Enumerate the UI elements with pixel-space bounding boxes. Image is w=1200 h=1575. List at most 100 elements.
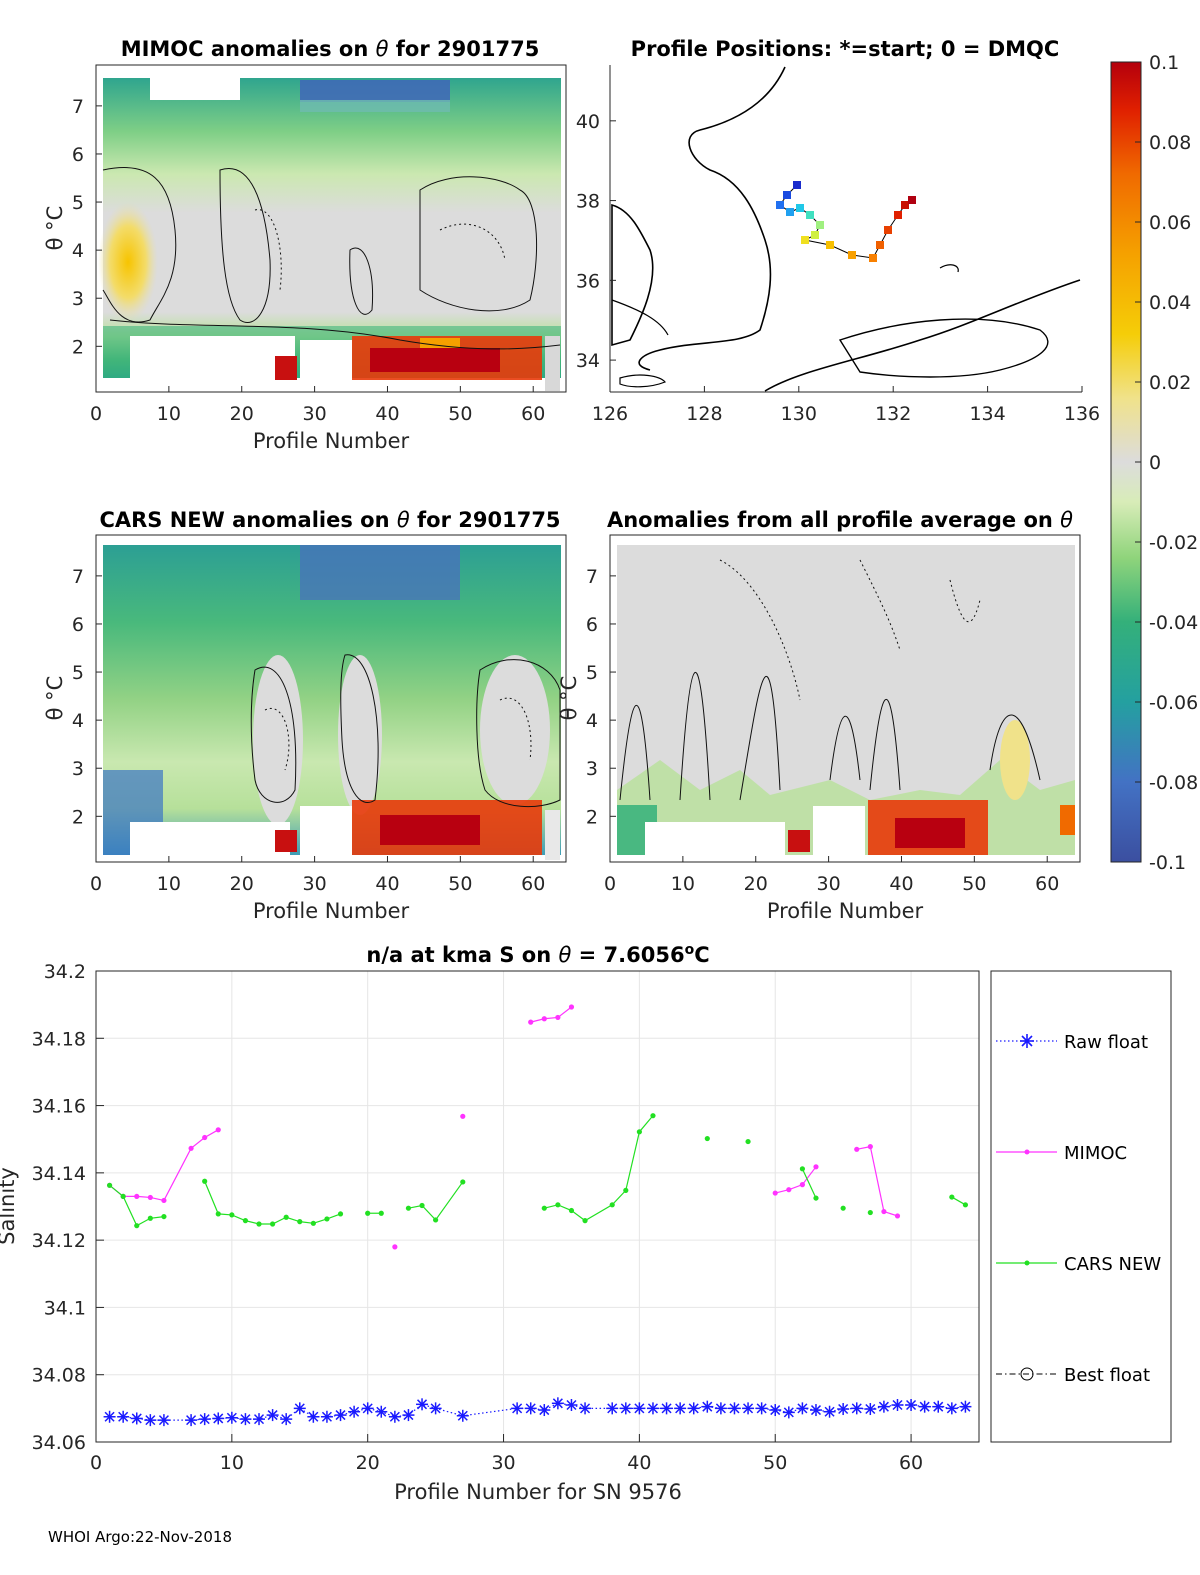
data-point-raw-float bbox=[348, 1405, 361, 1418]
legend-raw-marker bbox=[1020, 1034, 1034, 1048]
salinity-x-tick: 20 bbox=[356, 1452, 380, 1474]
cars-x-label: Profile Number bbox=[253, 899, 410, 923]
map-float-track bbox=[776, 181, 916, 262]
avg-x-tick: 20 bbox=[744, 873, 768, 895]
map-x-tick: 136 bbox=[1064, 403, 1100, 425]
data-point-cars-new bbox=[378, 1210, 384, 1216]
data-point-raw-float bbox=[850, 1402, 863, 1415]
data-point-cars-new bbox=[568, 1207, 575, 1214]
data-point-mimoc bbox=[568, 1004, 575, 1010]
salinity-x-tick: 30 bbox=[491, 1452, 515, 1474]
data-point-raw-float bbox=[334, 1409, 347, 1422]
mimoc-panel-title: MIMOC anomalies on θ for 2901775 bbox=[121, 37, 540, 61]
data-point-raw-float bbox=[402, 1409, 415, 1422]
data-point-raw-float bbox=[782, 1406, 795, 1419]
avg-y-tick: 7 bbox=[586, 566, 598, 588]
map-x-tick: 128 bbox=[686, 403, 722, 425]
data-point-raw-float bbox=[185, 1414, 198, 1427]
mimoc-x-ticks: 0 10 20 30 40 50 60 bbox=[90, 386, 545, 425]
data-point-cars-new bbox=[310, 1220, 316, 1226]
colorbar-tick: -0.08 bbox=[1149, 772, 1198, 794]
data-point-mimoc bbox=[772, 1190, 778, 1196]
footer-credit: WHOI Argo:22-Nov-2018 bbox=[48, 1528, 232, 1546]
data-point-raw-float bbox=[157, 1414, 170, 1427]
data-point-mimoc bbox=[215, 1127, 221, 1133]
data-point-raw-float bbox=[619, 1402, 632, 1415]
cars-panel: CARS NEW anomalies on θ for 2901775 0 10 2… bbox=[43, 508, 567, 923]
data-point-cars-new bbox=[270, 1221, 276, 1227]
data-point-raw-float bbox=[633, 1402, 646, 1415]
data-point-cars-new bbox=[460, 1179, 466, 1185]
data-point-raw-float bbox=[674, 1402, 687, 1415]
series-line-cars-new bbox=[408, 1181, 464, 1221]
data-point-raw-float bbox=[905, 1398, 918, 1411]
salinity-y-tick: 34.06 bbox=[32, 1432, 86, 1454]
cars-y-tick: 2 bbox=[72, 806, 84, 828]
avg-panel-title: Anomalies from all profile average on θ bbox=[607, 508, 1073, 532]
series-cars-new bbox=[106, 1113, 969, 1229]
mimoc-axes-box bbox=[95, 64, 567, 393]
series-line-raw-float bbox=[109, 1402, 966, 1421]
data-point-raw-float bbox=[714, 1402, 727, 1415]
data-point-raw-float bbox=[701, 1400, 714, 1413]
salinity-panel: n/a at kma S on θ = 7.6056oC 0 10 20 30 40 50… bbox=[0, 942, 1172, 1504]
data-point-mimoc bbox=[161, 1197, 167, 1204]
colorbar-tick: 0 bbox=[1149, 452, 1161, 474]
avg-x-label: Profile Number bbox=[767, 899, 924, 923]
cars-x-tick: 30 bbox=[303, 873, 327, 895]
mimoc-y-tick: 4 bbox=[72, 240, 84, 262]
salinity-y-tick: 34.12 bbox=[32, 1230, 86, 1252]
mimoc-y-tick: 3 bbox=[72, 288, 84, 310]
data-point-raw-float bbox=[687, 1402, 700, 1415]
mimoc-y-tick: 2 bbox=[72, 336, 84, 358]
data-point-raw-float bbox=[742, 1402, 755, 1415]
salinity-axes-box bbox=[95, 970, 980, 1443]
map-x-ticks: 126 128 130 132 134 136 bbox=[592, 386, 1100, 425]
data-point-cars-new bbox=[555, 1202, 561, 1208]
data-point-raw-float bbox=[375, 1405, 388, 1418]
avg-panel: Anomalies from all profile average on θ … bbox=[557, 508, 1081, 923]
cars-y-label: θ °C bbox=[43, 676, 67, 721]
mimoc-y-tick: 5 bbox=[72, 192, 84, 214]
map-x-tick: 134 bbox=[969, 403, 1005, 425]
data-point-raw-float bbox=[320, 1410, 333, 1423]
mimoc-x-tick: 30 bbox=[303, 403, 327, 425]
data-point-mimoc bbox=[867, 1144, 873, 1150]
series-line-mimoc bbox=[856, 1145, 898, 1217]
data-point-mimoc bbox=[854, 1146, 860, 1152]
avg-y-tick: 6 bbox=[586, 614, 598, 636]
mimoc-y-ticks: 2 3 4 5 6 7 bbox=[72, 96, 102, 358]
data-point-mimoc bbox=[188, 1145, 194, 1151]
avg-y-tick: 3 bbox=[586, 758, 598, 780]
data-point-mimoc bbox=[799, 1182, 806, 1188]
salinity-x-label: Profile Number for SN 9576 bbox=[394, 1480, 682, 1504]
data-point-raw-float bbox=[253, 1413, 266, 1426]
mimoc-x-tick: 20 bbox=[230, 403, 254, 425]
data-point-cars-new bbox=[215, 1211, 221, 1217]
data-point-raw-float bbox=[551, 1397, 564, 1410]
avg-x-tick: 0 bbox=[604, 873, 616, 895]
data-point-raw-float bbox=[932, 1400, 945, 1413]
avg-x-tick: 40 bbox=[889, 873, 913, 895]
salinity-y-tick: 34.1 bbox=[44, 1297, 86, 1319]
data-point-cars-new bbox=[813, 1195, 819, 1201]
salinity-x-tick: 60 bbox=[899, 1452, 923, 1474]
data-point-mimoc bbox=[528, 1019, 534, 1025]
legend-best-float: Best float bbox=[1064, 1365, 1150, 1386]
data-point-mimoc bbox=[147, 1194, 153, 1201]
mimoc-y-tick: 6 bbox=[72, 144, 84, 166]
data-point-raw-float bbox=[239, 1413, 252, 1426]
salinity-series bbox=[103, 1004, 972, 1427]
data-point-raw-float bbox=[918, 1400, 931, 1413]
data-point-raw-float bbox=[796, 1402, 809, 1415]
map-y-tick: 34 bbox=[576, 350, 600, 372]
data-point-mimoc bbox=[392, 1244, 398, 1250]
data-point-cars-new bbox=[433, 1217, 439, 1223]
salinity-y-ticks: 34.06 34.08 34.1 34.12 34.14 34.16 34.18 34.2 bbox=[32, 961, 104, 1454]
data-point-raw-float bbox=[769, 1404, 782, 1417]
colorbar: 0.1 0.08 0.06 0.04 0.02 0 -0.02 -0.04 -0.06 -0.08… bbox=[1110, 52, 1198, 874]
data-point-raw-float bbox=[117, 1410, 130, 1423]
legend-raw-float: Raw float bbox=[1064, 1032, 1148, 1053]
data-point-raw-float bbox=[524, 1402, 537, 1415]
data-point-raw-float bbox=[538, 1404, 551, 1417]
